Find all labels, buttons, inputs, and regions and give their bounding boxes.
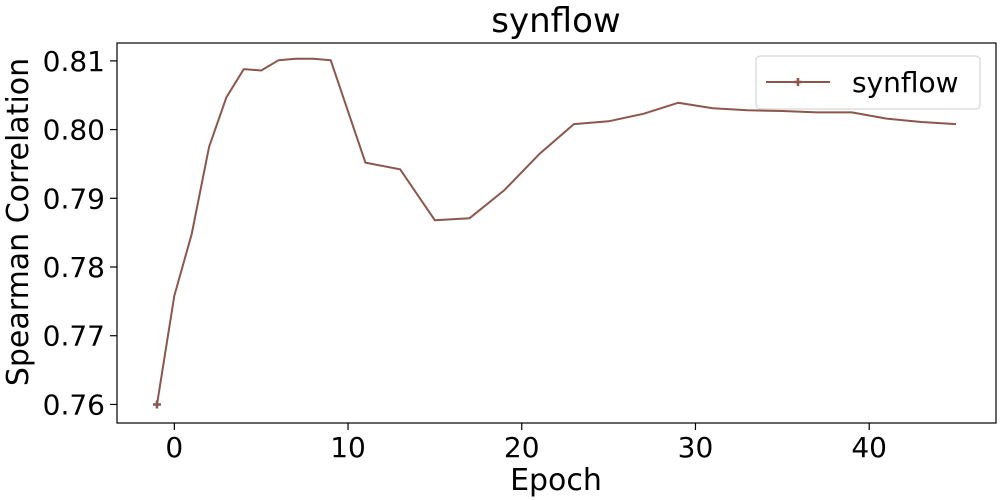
plot-area — [152, 57, 957, 409]
legend-label: synflow — [852, 66, 959, 99]
x-axis-label: Epoch — [510, 463, 602, 498]
x-tick-label: 20 — [504, 431, 540, 464]
legend: synflow — [755, 55, 981, 110]
x-tick-label: 40 — [851, 431, 887, 464]
axis-ticks: 0 10 20 30 40 0.76 0.77 0.78 0.79 0.80 0.81 — [43, 45, 887, 464]
chart-title: synflow — [491, 1, 620, 41]
y-axis-label: Spearman Correlation — [1, 58, 36, 386]
y-tick-label: 0.80 — [43, 114, 105, 147]
y-tick-label: 0.77 — [43, 320, 105, 353]
plot-frame — [116, 42, 997, 424]
y-tick-label: 0.79 — [43, 182, 105, 215]
y-tick-label: 0.81 — [43, 45, 105, 78]
legend-box — [755, 55, 981, 110]
y-tick-label: 0.78 — [43, 251, 105, 284]
x-tick-label: 0 — [165, 431, 183, 464]
x-tick-label: 30 — [678, 431, 714, 464]
data-point-marker — [152, 400, 161, 409]
y-tick-label: 0.76 — [43, 388, 105, 421]
legend-swatch-marker — [794, 78, 802, 86]
x-tick-label: 10 — [330, 431, 366, 464]
series-line — [156, 57, 957, 405]
